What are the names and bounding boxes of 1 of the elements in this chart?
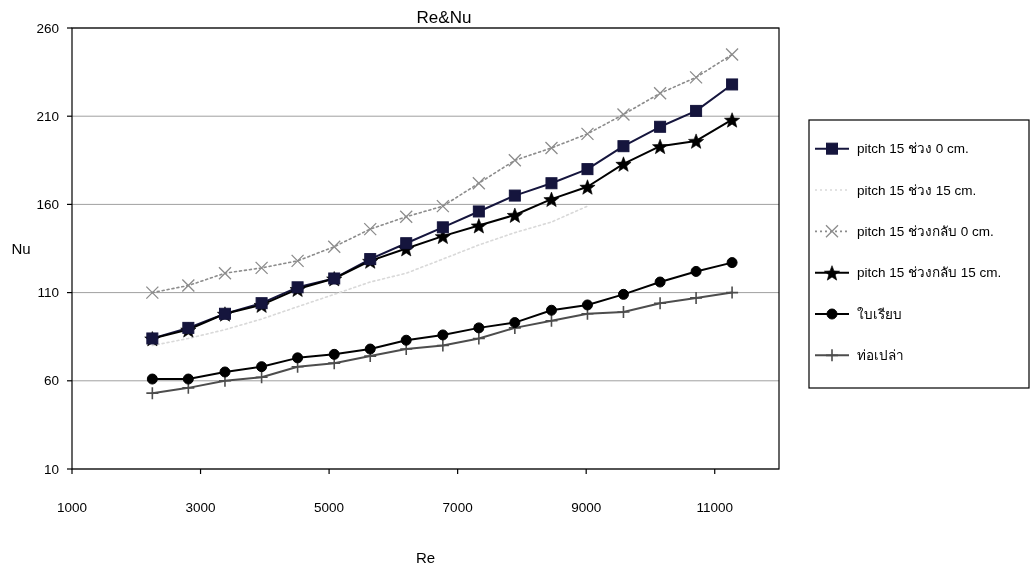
title: Re&Nu [416, 7, 472, 27]
